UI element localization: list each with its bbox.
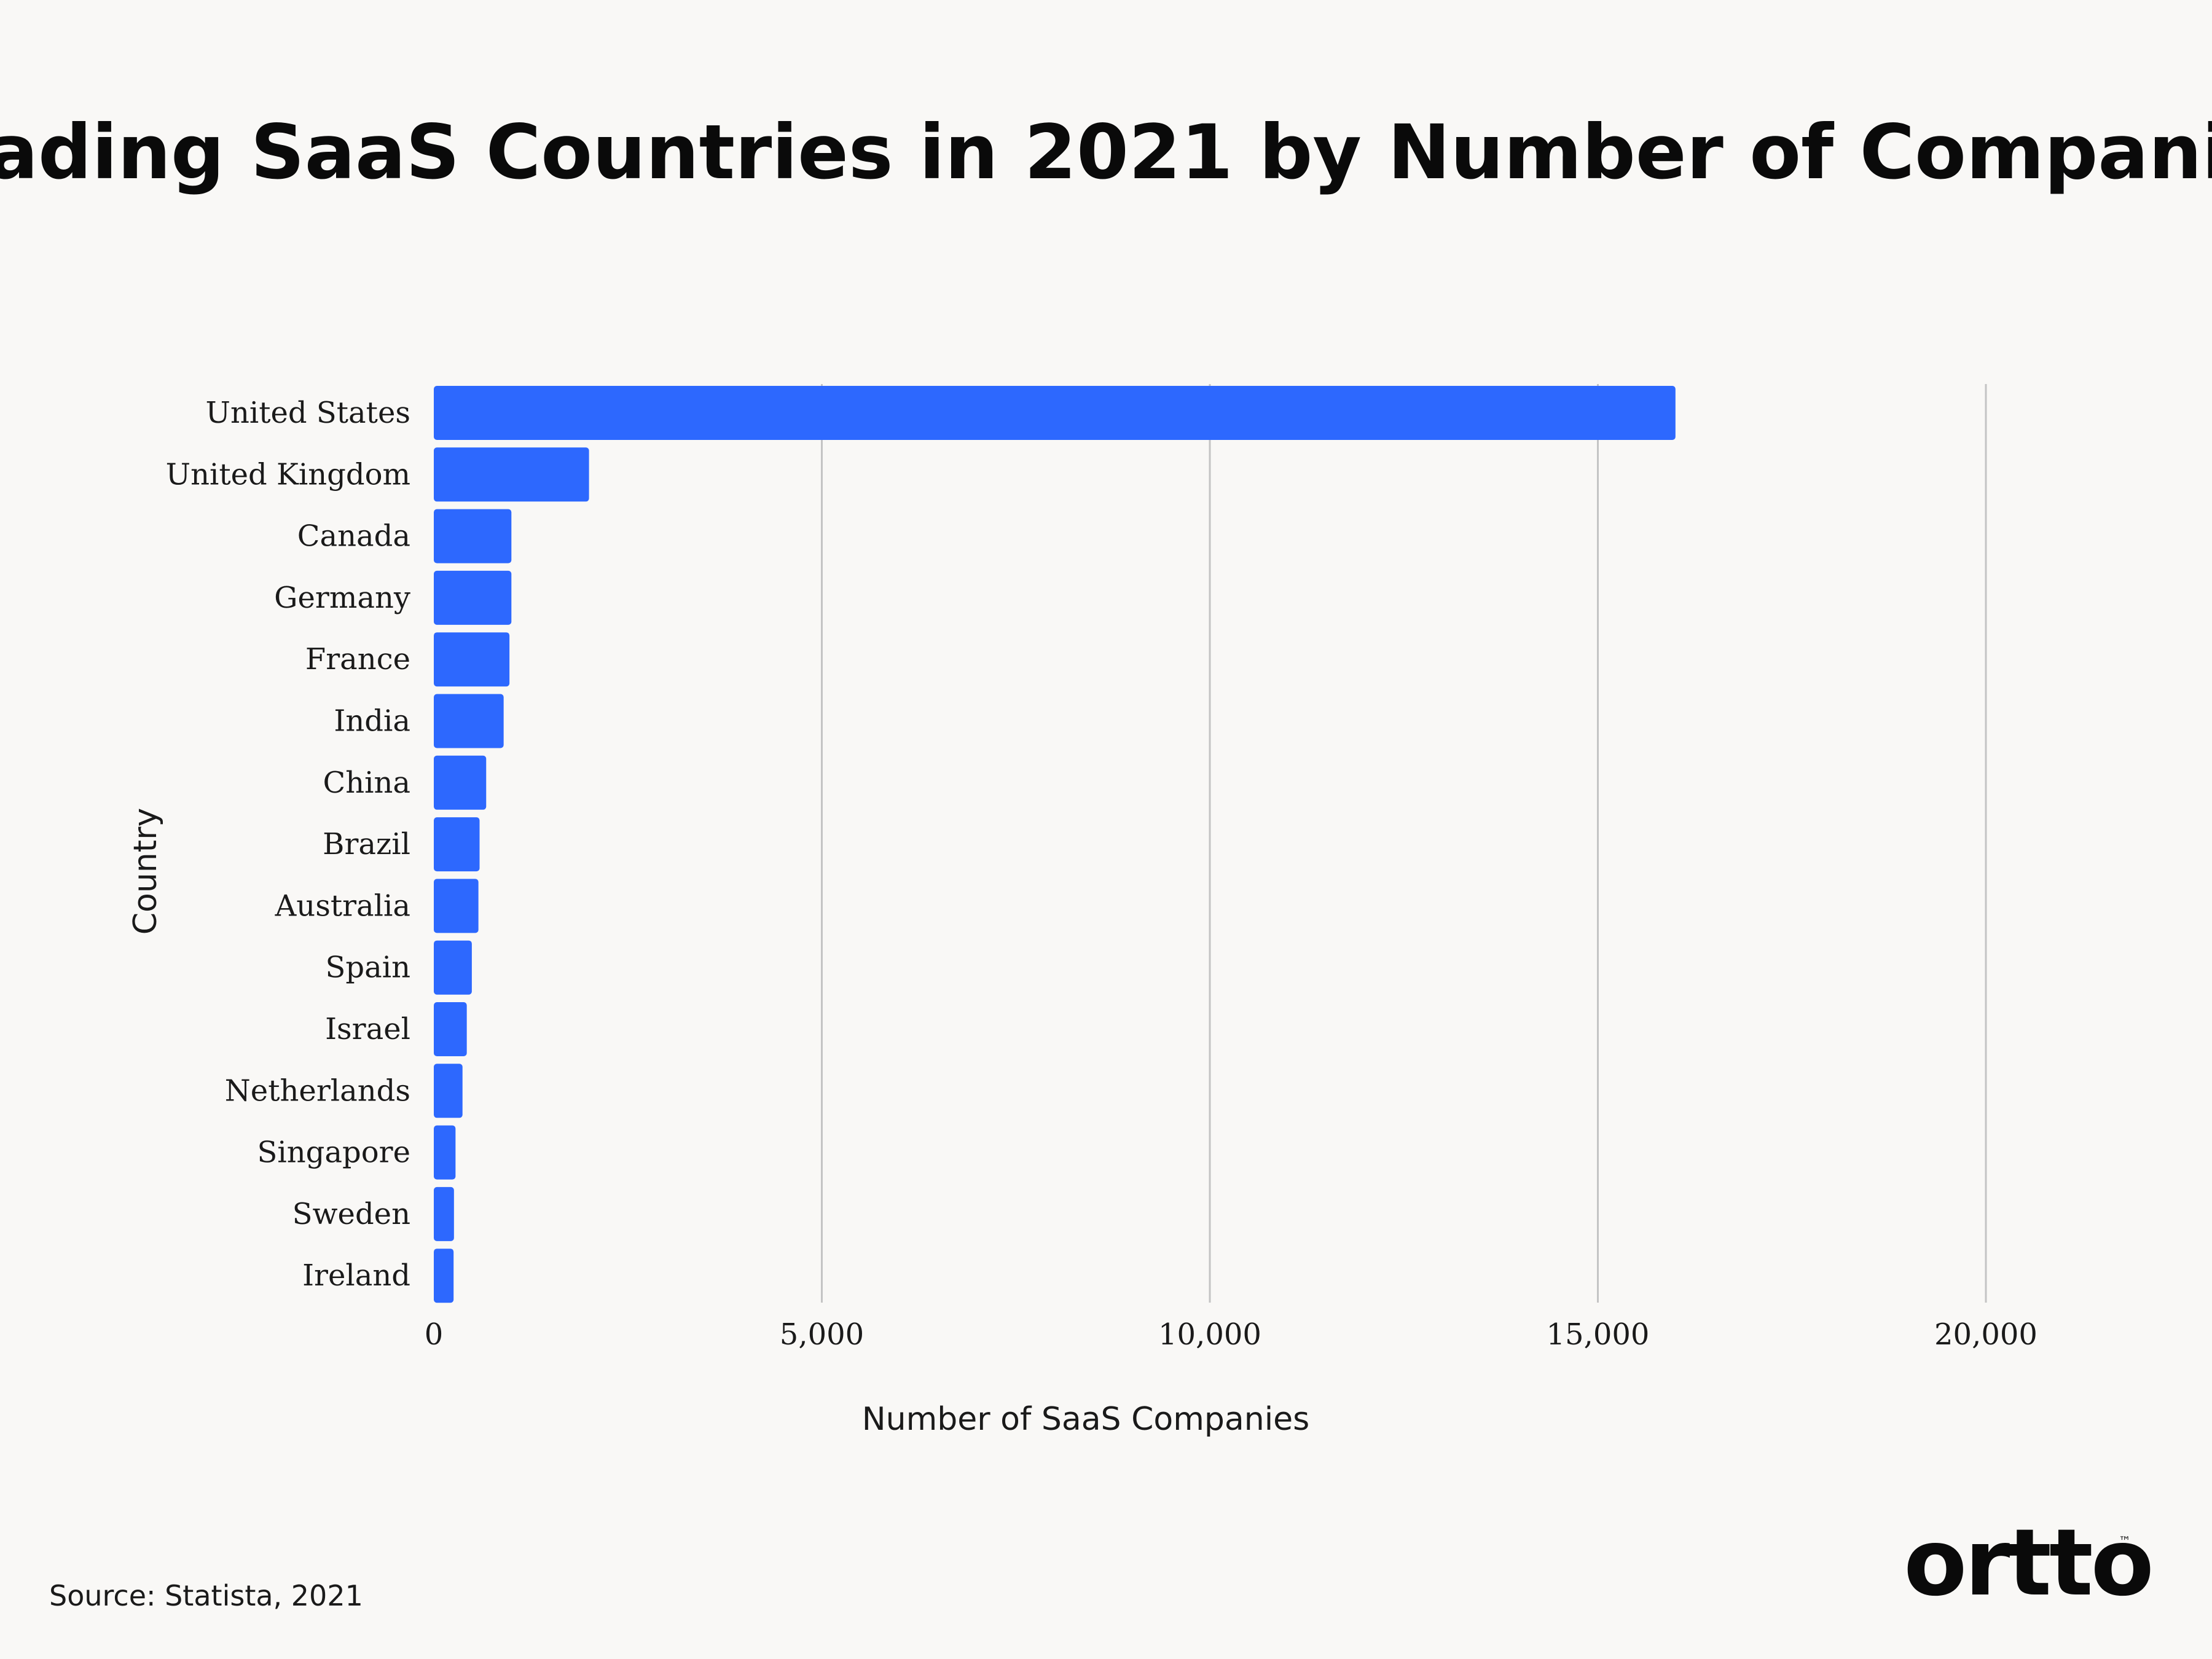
bar (434, 940, 472, 995)
category-label: Netherlands (225, 1073, 410, 1108)
bar (434, 879, 479, 933)
bar (434, 386, 1676, 440)
x-tick-label: 5,000 (780, 1317, 864, 1352)
x-tick-label: 15,000 (1547, 1317, 1650, 1352)
bar (434, 1002, 467, 1056)
category-label: United States (205, 396, 410, 430)
y-axis-title: Country (127, 808, 164, 935)
source-note: Source: Statista, 2021 (49, 1579, 363, 1612)
bar (434, 509, 512, 563)
category-label: China (323, 766, 410, 800)
category-label: Spain (326, 951, 411, 985)
bar (434, 447, 589, 502)
x-axis-title: Number of SaaS Companies (862, 1401, 1309, 1438)
category-label: United Kingdom (166, 457, 410, 492)
bar (434, 694, 504, 748)
bar (434, 1125, 456, 1180)
category-label: Israel (325, 1012, 410, 1046)
x-tick-label: 20,000 (1934, 1317, 2037, 1352)
bar (434, 1186, 454, 1241)
chart-title: Leading SaaS Countries in 2021 by Number… (0, 109, 2212, 196)
ortto-logo: ortto (1904, 1510, 2152, 1617)
bars (434, 386, 1676, 1303)
category-label: Germany (274, 581, 410, 615)
category-label: India (334, 704, 410, 739)
gridlines (821, 384, 1987, 1303)
category-label: Ireland (302, 1258, 410, 1293)
bar (434, 570, 512, 625)
category-label: Singapore (257, 1135, 410, 1170)
bar (434, 632, 510, 687)
category-label: France (305, 642, 410, 677)
trademark-mark: ™ (2119, 1534, 2131, 1548)
category-label: Sweden (292, 1197, 410, 1231)
category-label: Canada (297, 519, 410, 554)
category-label: Brazil (323, 827, 410, 861)
bar (434, 1249, 454, 1303)
bar (434, 1064, 463, 1118)
bar (434, 755, 487, 810)
category-labels: United States United Kingdom Canada Germany… (166, 396, 410, 1293)
bar (434, 817, 480, 872)
category-label: Australia (275, 888, 410, 923)
x-tick-labels: 0 5,000 10,000 15,000 20,000 (425, 1317, 2037, 1352)
x-tick-label: 0 (425, 1317, 444, 1352)
x-tick-label: 10,000 (1158, 1317, 1261, 1352)
